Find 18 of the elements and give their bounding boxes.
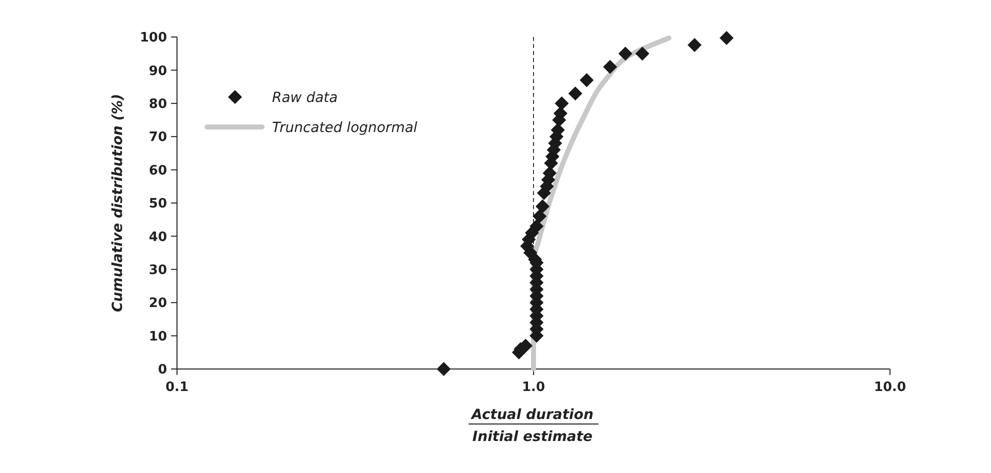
x-axis-title: Actual duration Initial estimate	[470, 407, 594, 445]
y-tick-label: 90	[148, 64, 167, 79]
y-axis-title: Cumulative distribution (%)	[110, 94, 126, 312]
legend-label: Truncated lognormal	[272, 120, 418, 136]
y-tick-label: 20	[148, 296, 167, 312]
y-tick-label: 30	[148, 262, 167, 278]
y-tick-label: 50	[148, 196, 167, 212]
y-tick-label: 40	[148, 230, 167, 245]
y-tick-label: 100	[140, 30, 167, 46]
y-tick-label: 70	[148, 130, 167, 146]
x-tick-label: 10.0	[874, 380, 906, 395]
y-tick-label: 80	[148, 96, 167, 112]
legend-label: Raw data	[272, 90, 338, 106]
x-tick-label: 1.0	[522, 380, 546, 395]
y-tick-label: 10	[148, 329, 167, 344]
x-tick-label: 0.1	[165, 380, 189, 395]
y-tick-label: 60	[148, 163, 167, 178]
y-tick-label: 0	[158, 362, 167, 378]
